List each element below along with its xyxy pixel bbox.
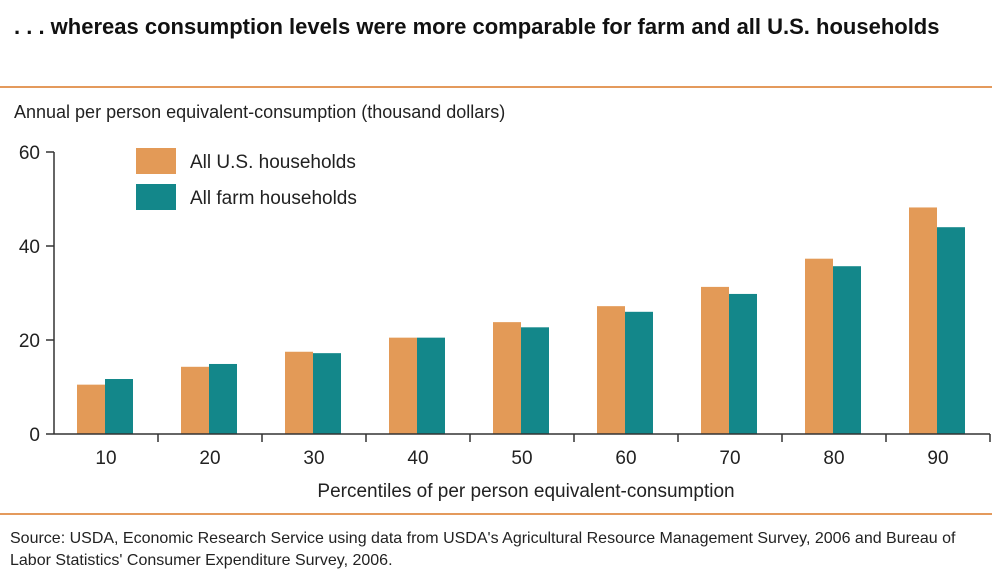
x-tick-label: 20 [199, 448, 220, 469]
legend-label-farm: All farm households [190, 188, 357, 209]
source-note: Source: USDA, Economic Research Service … [10, 530, 956, 569]
bar-us-households [493, 322, 521, 434]
bar-us-households [805, 258, 833, 434]
legend-label-us: All U.S. households [190, 152, 356, 173]
x-tick-label: 50 [511, 448, 532, 469]
y-axis-label: Annual per person equivalent-consumption… [14, 102, 506, 122]
bar-us-households [389, 337, 417, 434]
x-tick-label: 30 [303, 448, 324, 469]
x-tick-label: 40 [407, 448, 428, 469]
bar-us-households [909, 207, 937, 434]
y-tick-label: 0 [29, 425, 40, 446]
bar-farm-households [729, 293, 757, 434]
bar-us-households [285, 351, 313, 434]
bar-farm-households [105, 379, 133, 434]
bottom-divider [0, 513, 992, 515]
bars-group [77, 207, 965, 434]
bar-farm-households [521, 327, 549, 434]
x-tick-label: 10 [95, 448, 116, 469]
bar-us-households [77, 384, 105, 434]
legend-swatch-us [136, 148, 176, 174]
x-tick-label: 90 [927, 448, 948, 469]
bar-farm-households [833, 266, 861, 434]
x-tick-label: 60 [615, 448, 636, 469]
bar-farm-households [937, 227, 965, 434]
y-tick-label: 60 [19, 143, 40, 164]
bar-farm-households [313, 353, 341, 434]
bar-us-households [181, 366, 209, 434]
x-tick-label: 70 [719, 448, 740, 469]
chart-title: . . . whereas consumption levels were mo… [14, 14, 940, 39]
bar-us-households [597, 306, 625, 434]
y-tick-label: 20 [19, 331, 40, 352]
axes-group: 0 20 40 60 10 20 30 40 50 60 70 80 90 [19, 143, 991, 469]
legend: All U.S. households All farm households [136, 148, 357, 210]
legend-swatch-farm [136, 184, 176, 210]
bar-chart: 0 20 40 60 10 20 30 40 50 60 70 80 90 All U.S. house… [19, 143, 991, 502]
bar-farm-households [417, 337, 445, 434]
bar-farm-households [209, 363, 237, 434]
x-tick-label: 80 [823, 448, 844, 469]
x-axis-label: Percentiles of per person equivalent-con… [317, 481, 734, 502]
bar-us-households [701, 286, 729, 434]
bar-farm-households [625, 311, 653, 434]
top-divider [0, 86, 992, 88]
y-tick-label: 40 [19, 237, 40, 258]
